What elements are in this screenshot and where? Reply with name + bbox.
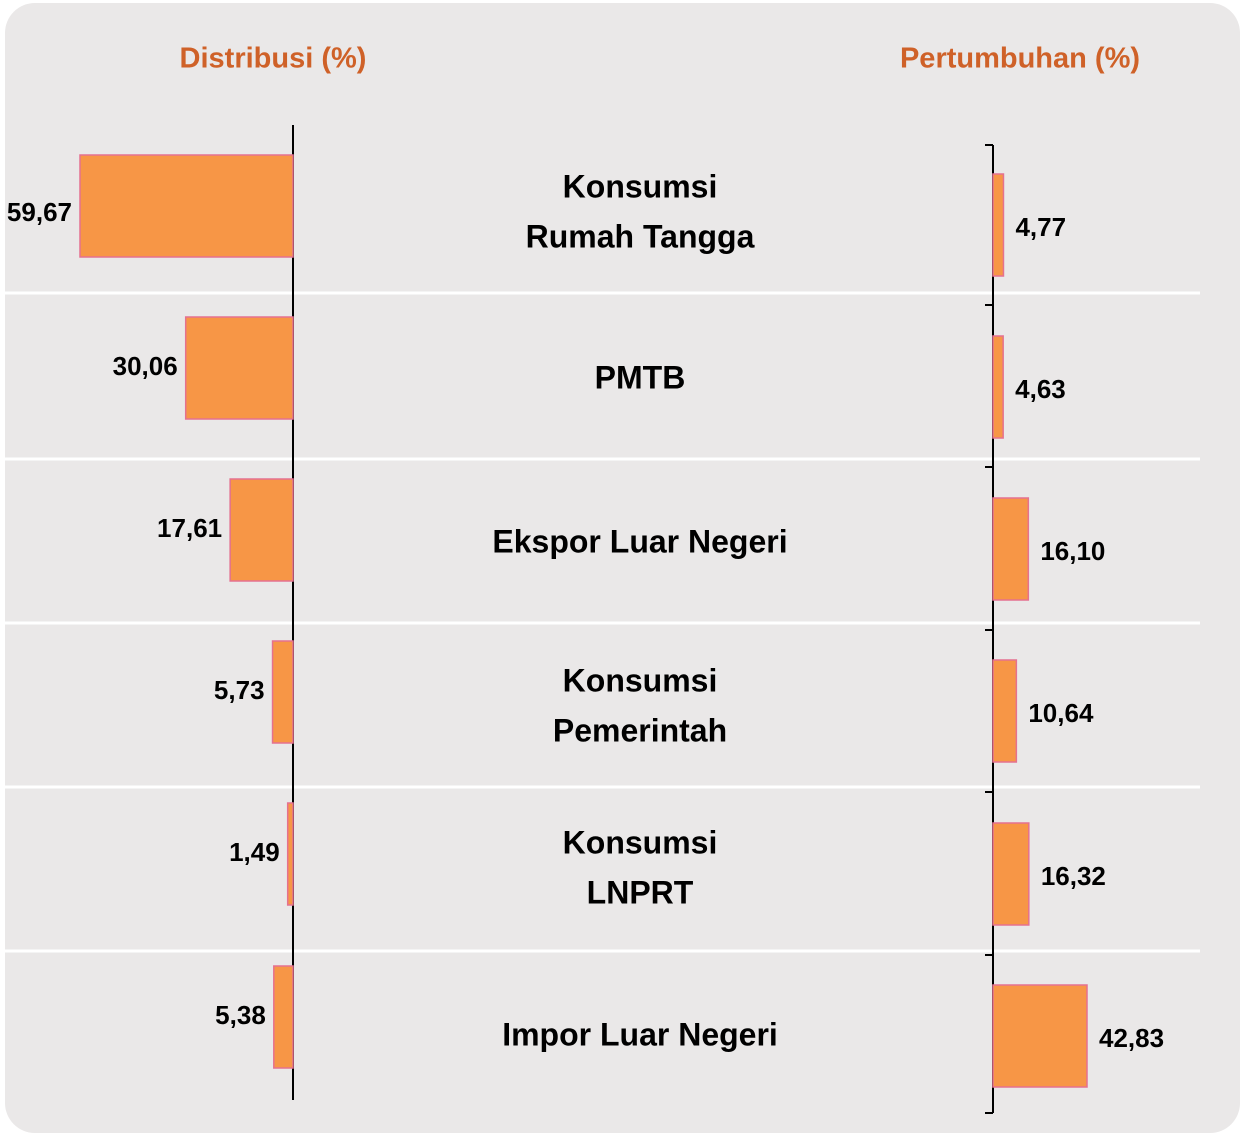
card <box>5 3 1240 1133</box>
row-separators <box>5 291 1200 953</box>
category-label: PMTB <box>595 359 686 395</box>
value-label: 1,49 <box>229 837 280 867</box>
bar <box>286 802 294 906</box>
bar <box>271 640 294 744</box>
value-label: 42,83 <box>1099 1023 1164 1053</box>
value-label: 10,64 <box>1028 698 1094 728</box>
category-label: LNPRT <box>587 874 694 910</box>
value-label: 16,10 <box>1040 536 1105 566</box>
series-header: Pertumbuhan (%) <box>900 43 1140 75</box>
bar <box>992 497 1030 601</box>
value-label: 5,38 <box>215 1000 266 1030</box>
value-label: 30,06 <box>113 351 178 381</box>
bar <box>79 154 294 258</box>
value-label: 4,77 <box>1015 212 1066 242</box>
category-label: Konsumsi <box>563 824 718 860</box>
bar <box>992 173 1005 277</box>
bar <box>992 822 1030 926</box>
category-label: Ekspor Luar Negeri <box>492 523 787 559</box>
right-axis-ticks <box>985 144 993 1114</box>
bar <box>229 478 294 582</box>
category-label: Konsumsi <box>563 662 718 698</box>
category-label: Impor Luar Negeri <box>502 1016 778 1052</box>
value-label: 17,61 <box>157 513 222 543</box>
category-label: Rumah Tangga <box>526 218 755 254</box>
category-label: Konsumsi <box>563 168 718 204</box>
value-label: 4,63 <box>1015 374 1066 404</box>
value-label: 5,73 <box>214 675 265 705</box>
bar <box>273 965 294 1069</box>
category-label: Pemerintah <box>553 712 727 748</box>
value-label: 59,67 <box>7 197 72 227</box>
value-label: 16,32 <box>1041 861 1106 891</box>
bar <box>992 984 1088 1088</box>
bar <box>992 659 1018 763</box>
bar <box>184 316 294 420</box>
bar <box>992 335 1004 439</box>
series-header: Distribusi (%) <box>180 43 367 75</box>
